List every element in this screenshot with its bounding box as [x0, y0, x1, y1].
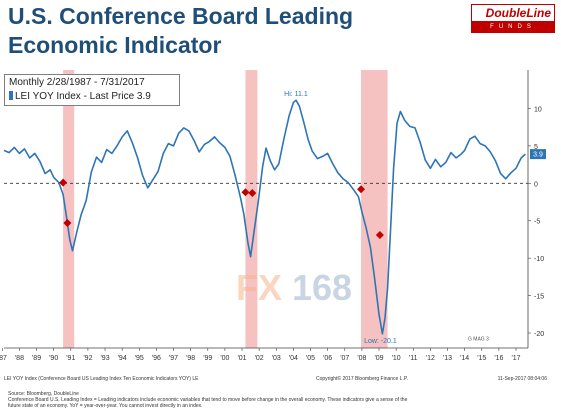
hi-annotation: Hi: 11.1	[284, 91, 308, 98]
recession-marker-5	[375, 230, 384, 239]
x-tick-label: '09	[374, 355, 383, 362]
fx168-watermark: FX 168	[236, 267, 352, 308]
x-tick-label: '99	[203, 355, 212, 362]
x-tick-label: '03	[272, 355, 281, 362]
legend-swatch	[9, 91, 13, 100]
x-tick-label: '04	[289, 355, 298, 362]
recession-band-0	[63, 70, 75, 348]
x-tick-labels: '87 '88 '89 '90 '91 '92 '93 '94 '95 '96 '97 '98 '99 '…	[0, 348, 521, 362]
gmag-label: G MAG 3	[468, 337, 489, 343]
recession-bands	[63, 70, 388, 348]
logo-funds-bar: FUNDS	[471, 21, 555, 33]
axis-layer	[4, 70, 529, 349]
x-tick-label: '98	[186, 355, 195, 362]
x-tick-label: '88	[15, 355, 24, 362]
bloomberg-series-desc: LEI YOY Index (Conference Board US Leadi…	[4, 376, 199, 382]
legend-series-row: LEI YOY Index - Last Price 3.9	[9, 91, 151, 102]
x-tick-label: '05	[306, 355, 315, 362]
recession-marker-3	[248, 189, 257, 198]
y-tick-label: 10	[534, 106, 542, 113]
x-tick-label: '15	[477, 355, 486, 362]
recession-band-2	[361, 70, 388, 348]
watermark-number: 168	[292, 267, 352, 308]
y-tick-label: 0	[534, 181, 538, 188]
footnote-definition: Conference Board U.S. Leading Index = Le…	[8, 397, 408, 403]
annotations: Hi: 11.1 Low: -20.1 G MAG 3 3.9	[284, 91, 546, 345]
legend-period: Monthly 2/28/1987 - 7/31/2017	[9, 77, 145, 88]
recession-band-1	[245, 70, 258, 348]
low-annotation: Low: -20.1	[364, 338, 397, 345]
x-tick-label: '97	[169, 355, 178, 362]
lei-series-line	[3, 99, 526, 335]
y-tick-labels: 10 5 0 -5 -10 -15 -20	[528, 106, 544, 338]
x-tick-label: '16	[494, 355, 503, 362]
x-tick-label: '91	[66, 355, 75, 362]
x-tick-label: '94	[118, 355, 127, 362]
y-tick-label: -5	[534, 219, 540, 226]
x-tick-label: '00	[220, 355, 229, 362]
x-tick-label: '87	[0, 355, 7, 362]
bloomberg-copyright: Copyright© 2017 Bloomberg Finance L.P.	[316, 376, 408, 382]
series-layer	[3, 99, 526, 335]
marker-layer	[59, 178, 384, 239]
footnotes: Source: Bloomberg, DoubleLine Conference…	[8, 391, 528, 409]
doubleline-logo: DoubleLine FUNDS	[471, 4, 555, 34]
chart-legend: Monthly 2/28/1987 - 7/31/2017 LEI YOY In…	[4, 74, 180, 106]
x-tick-label: '11	[409, 355, 418, 362]
last-price-value: 3.9	[533, 152, 543, 159]
watermark-fx: FX	[236, 267, 282, 308]
x-tick-label: '08	[357, 355, 366, 362]
last-price-badge	[530, 149, 546, 160]
y-tick-label: 5	[534, 144, 538, 151]
recession-marker-0	[59, 178, 68, 187]
x-tick-label: '06	[323, 355, 332, 362]
x-tick-label: '93	[100, 355, 109, 362]
x-tick-label: '95	[135, 355, 144, 362]
y-tick-label: -10	[534, 256, 544, 263]
legend-series-label: LEI YOY Index - Last Price 3.9	[15, 91, 151, 102]
lei-chart: FX 168 '87 '88 '89 '90 '91 '92 '93 '94 '95 '96 '97…	[0, 70, 546, 362]
page-title: U.S. Conference Board Leading Economic I…	[8, 3, 354, 58]
bloomberg-footer: LEI YOY Index (Conference Board US Leadi…	[4, 376, 557, 385]
footnote-disclaimer: future state of an economy. YoY = year-o…	[8, 403, 203, 409]
y-tick-label: -20	[534, 331, 544, 338]
chart-area: FX 168 '87 '88 '89 '90 '91 '92 '93 '94 '95 '96 '97…	[0, 68, 561, 388]
recession-marker-1	[63, 218, 72, 227]
x-tick-label: '89	[32, 355, 41, 362]
x-tick-label: '92	[83, 355, 92, 362]
logo-wordmark: DoubleLine	[471, 4, 555, 21]
x-tick-label: '13	[443, 355, 452, 362]
recession-marker-4	[357, 185, 366, 194]
x-tick-label: '02	[255, 355, 264, 362]
bloomberg-timestamp: 11-Sep-2017 08:04:06	[497, 376, 547, 382]
x-tick-label: '07	[340, 355, 349, 362]
x-tick-label: '12	[426, 355, 435, 362]
x-tick-label: '14	[460, 355, 469, 362]
x-tick-label: '96	[152, 355, 161, 362]
footnote-source: Source: Bloomberg, DoubleLine	[8, 391, 79, 397]
x-tick-label: '01	[237, 355, 246, 362]
x-tick-label: '17	[511, 355, 520, 362]
x-tick-label: '90	[49, 355, 58, 362]
recession-marker-2	[241, 188, 250, 197]
x-tick-label: '10	[392, 355, 401, 362]
y-tick-label: -15	[534, 294, 544, 301]
